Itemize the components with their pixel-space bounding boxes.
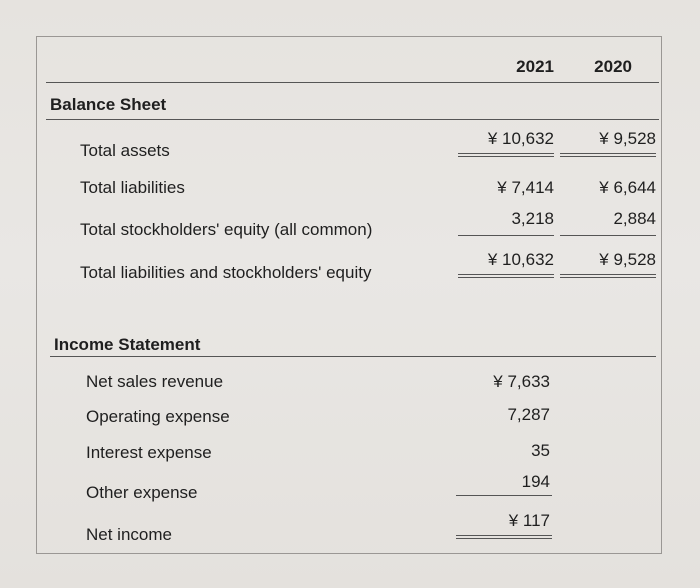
row-label-other-expense: Other expense <box>86 483 198 502</box>
row-label-total-equity: Total stockholders' equity (all common) <box>80 220 373 239</box>
subtotal-rule <box>458 235 554 236</box>
value-other-expense-2021: 194 <box>521 472 550 491</box>
section-title-balance-sheet: Balance Sheet <box>50 95 167 114</box>
section-rule-income-statement <box>50 356 656 357</box>
header-rule <box>46 82 659 83</box>
row-label-net-sales-revenue: Net sales revenue <box>86 372 224 391</box>
value-net-sales-revenue-2021: ¥ 7,633 <box>493 372 550 391</box>
row-label-total-liabilities: Total liabilities <box>80 178 185 197</box>
column-header-2020: 2020 <box>594 57 632 76</box>
section-title-income-statement: Income Statement <box>54 335 201 354</box>
double-rule <box>456 535 552 539</box>
row-label-net-income: Net income <box>86 525 172 544</box>
value-total-liabilities-equity-2021: ¥ 10,632 <box>487 250 554 269</box>
value-total-equity-2021: 3,218 <box>511 209 554 228</box>
value-total-liabilities-equity-2020: ¥ 9,528 <box>599 250 656 269</box>
value-net-income-2021: ¥ 117 <box>508 511 550 530</box>
row-label-total-liabilities-equity: Total liabilities and stockholders' equi… <box>80 263 372 282</box>
subtotal-rule <box>456 495 552 496</box>
value-total-assets-2021: ¥ 10,632 <box>487 129 554 148</box>
column-header-2021: 2021 <box>516 57 554 76</box>
row-label-interest-expense: Interest expense <box>86 443 212 462</box>
section-rule-balance-sheet <box>46 119 659 120</box>
double-rule <box>560 153 656 157</box>
row-label-total-assets: Total assets <box>80 141 170 160</box>
row-label-operating-expense: Operating expense <box>86 407 230 426</box>
value-total-liabilities-2020: ¥ 6,644 <box>599 178 656 197</box>
table-frame <box>36 36 662 554</box>
subtotal-rule <box>560 235 656 236</box>
double-rule <box>458 274 554 278</box>
value-total-assets-2020: ¥ 9,528 <box>599 129 656 148</box>
value-total-liabilities-2021: ¥ 7,414 <box>497 178 554 197</box>
value-operating-expense-2021: 7,287 <box>507 405 550 424</box>
value-interest-expense-2021: 35 <box>531 441 550 460</box>
value-total-equity-2020: 2,884 <box>613 209 656 228</box>
double-rule <box>560 274 656 278</box>
double-rule <box>458 153 554 157</box>
